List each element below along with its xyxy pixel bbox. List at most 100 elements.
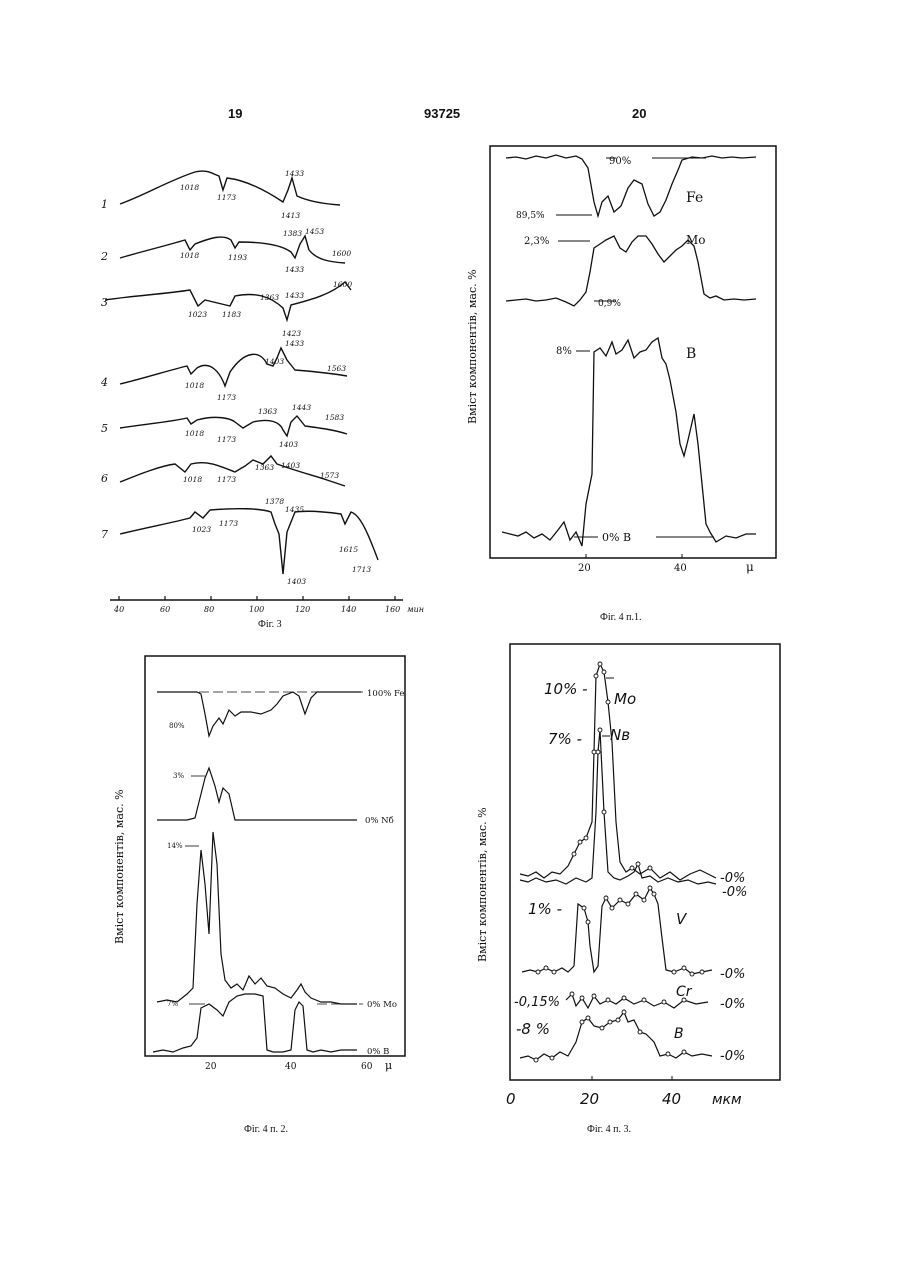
patent-number: 93725 [424,106,460,121]
x-tick-label: 100 [249,605,264,614]
peak-label: 1363 [255,463,274,472]
peak-label: 1018 [180,251,199,260]
curve-number: 7 [101,528,108,541]
mo-low-label: 0% Mo [367,1000,397,1010]
figure-4-part-1: Вміст компонентів, мас. % 90% 89,5% Fe 2… [466,144,788,584]
nb-high-label: 3% [173,772,184,780]
figure-3-ir-spectra: 1 2 3 4 5 6 7 1018 1173 1433 1413 1018 1… [95,160,440,620]
figure-4-part-3: Вміст компонентів, мас. % 10% - Mo 7% - … [464,642,789,1112]
peak-label: 1363 [258,407,277,416]
peak-label: 1173 [217,193,236,202]
nb-high-label: 7% - [548,730,582,748]
peak-label: 1018 [183,475,202,484]
peak-label: 1018 [185,429,204,438]
figure-3-caption: Фіг. 3 [258,619,282,630]
trace-nb [157,768,357,820]
curve-number: 4 [100,376,108,389]
peak-label: 1423 [282,329,301,338]
fe-low-label: 80% [169,722,185,730]
peak-label: 1023 [192,525,211,534]
peak-label: 1173 [217,475,236,484]
x-tick-label: 40 [662,1090,681,1108]
b-high-label: 8% [556,346,572,357]
nb-element-label: Nв [610,726,630,744]
peak-label: 1183 [222,310,241,319]
figure-4-part-3-caption: Фіг. 4 п. 3. [587,1124,631,1135]
fe-low-label: 89,5% [516,211,545,221]
peak-label: 1713 [352,565,371,574]
peak-label: 1363 [260,293,279,302]
trace-nb [520,730,716,884]
mo-high-label: 10% - [544,680,588,698]
mo-element-label: Mo [686,233,706,247]
fe-high-label: 90% [609,156,631,167]
x-tick-label: 60 [160,605,170,614]
spectrum-curve-4 [120,348,347,386]
curve-number: 6 [101,472,108,485]
peak-label: 1193 [228,253,247,262]
mo-high-label: 2,3% [524,236,549,247]
x-tick-label: 140 [341,605,356,614]
x-tick-label: 60 [361,1062,373,1072]
y-axis-label: Вміст компонентів, мас. % [113,789,126,944]
spectrum-curve-7 [120,509,378,574]
spectrum-curve-5 [120,416,347,436]
plot-frame [510,644,780,1080]
peak-label: 1403 [279,440,298,449]
peak-label: 1600 [333,280,352,289]
figure-4-part-1-caption: Фіг. 4 п.1. [600,612,642,623]
zero-label-1: -0% [720,871,745,886]
peak-label: 1573 [320,471,339,480]
x-unit-label: μ [746,560,754,574]
right-page-number: 20 [632,106,646,121]
peak-label: 1435 [285,505,304,514]
curve-number: 5 [101,422,108,435]
peak-label: 1433 [285,265,304,274]
peak-label: 1443 [292,403,311,412]
mo-high-label: 14% [167,842,183,850]
cr-markers [570,992,686,1004]
peak-label: 1413 [281,211,300,220]
b-low-label: -0% [720,1049,745,1064]
x-tick-label: 20 [205,1062,217,1072]
b-high-label: -8 % [516,1020,550,1038]
figure-4-part-2-caption: Фіг. 4 п. 2. [244,1124,288,1135]
peak-label: 1615 [339,545,358,554]
peak-label: 1023 [188,310,207,319]
peak-label: 1173 [219,519,238,528]
trace-b [153,994,357,1052]
x-tick-label: 80 [204,605,214,614]
x-tick-label: 160 [385,605,400,614]
trace-fe [157,692,361,736]
peak-label: 1433 [285,169,304,178]
x-tick-label: 120 [295,605,310,614]
v-low-label: -0% [720,967,745,982]
v-element-label: V [676,910,688,928]
trace-b [502,338,756,546]
curve-number: 3 [101,296,108,309]
peak-label: 1433 [285,339,304,348]
y-axis-label: Вміст компонентів, мас. % [466,269,479,424]
cr-high-label: -0,15% [514,995,560,1010]
x-tick-label: 40 [113,605,124,614]
mo-low-label: 0,9% [598,299,621,309]
peak-label: 1018 [180,183,199,192]
x-tick-label: 40 [674,563,687,574]
x-unit-label: мин [407,605,424,614]
x-tick-label: 0 [506,1090,516,1108]
x-tick-label: 40 [285,1062,297,1072]
peak-label: 1173 [217,435,236,444]
peak-label: 1378 [265,497,284,506]
left-page-number: 19 [228,106,242,121]
b-element-label: B [674,1026,684,1042]
v-high-label: 1% - [528,900,562,918]
curve-number: 1 [101,198,108,211]
peak-label: 1018 [185,381,204,390]
x-unit-label: μ [385,1059,392,1072]
cr-element-label: Cr [676,984,693,1000]
x-unit-label: мкм [712,1092,742,1108]
peak-label: 1583 [325,413,344,422]
b-high-label: 7% [167,1000,178,1008]
peak-label: 1563 [327,364,346,373]
b-element-label: B [686,346,696,362]
